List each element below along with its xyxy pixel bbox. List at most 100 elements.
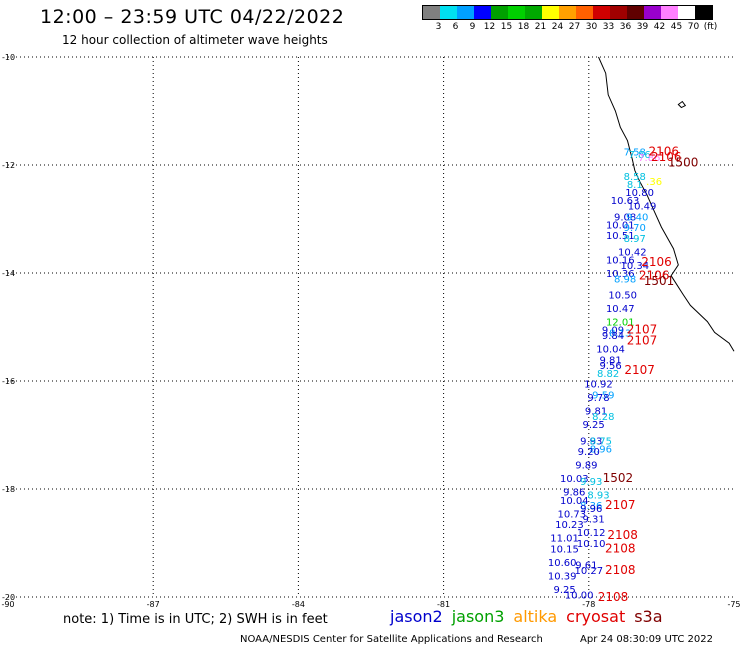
y-tick-label: -12 xyxy=(2,161,15,170)
wave-height-label: 9.78 xyxy=(587,393,609,404)
wave-height-label: 10.63 xyxy=(611,196,640,207)
legend-label: 30 xyxy=(585,22,598,32)
legend-label: 9 xyxy=(469,22,476,32)
legend-label: 6 xyxy=(452,22,459,32)
wave-height-label: 8.96 xyxy=(590,445,612,456)
coastline xyxy=(598,56,735,352)
wave-height-label: 9.08 xyxy=(614,212,636,223)
track-time-label: 2108 xyxy=(607,528,638,542)
wave-height-label: 7.58 xyxy=(624,148,646,159)
track-time-label: 2108 xyxy=(598,590,629,604)
wave-height-label: 10.01 xyxy=(606,220,635,231)
wave-height-label: 10.12 xyxy=(577,528,606,539)
x-tick-label: -84 xyxy=(292,600,305,609)
wave-height-label: 10.47 xyxy=(606,304,635,315)
color-legend: 3 6 9 12 15 18 21 24 27 30 33 36 39 42 45 70 (ft) xyxy=(422,5,717,34)
legend-label: 12 xyxy=(483,22,496,32)
wave-height-label: 7.86 xyxy=(638,153,660,164)
legend-label: 39 xyxy=(636,22,649,32)
track-time-label: 2107 xyxy=(605,498,636,512)
wave-height-label: 9.84 xyxy=(602,331,624,342)
wave-height-label: 9.09 xyxy=(602,326,624,337)
y-tick-label: -18 xyxy=(2,485,15,494)
satellite-jason3: jason3 xyxy=(451,607,505,626)
track-time-label: 1500 xyxy=(668,155,699,169)
track-time-label: 1502 xyxy=(603,471,634,485)
legend-swatch xyxy=(678,6,695,19)
x-tick-label: -78 xyxy=(582,600,595,609)
wave-height-label: 10.10 xyxy=(577,539,606,550)
y-tick-label: -20 xyxy=(2,593,15,602)
legend-label: 33 xyxy=(602,22,615,32)
wave-height-label: .36 xyxy=(646,177,662,188)
wave-height-label: 9.56 xyxy=(599,361,621,372)
wave-height-label: 8.13 xyxy=(609,328,631,339)
wave-height-label: 8.1 xyxy=(627,180,643,191)
wave-height-label: 10.49 xyxy=(628,202,657,213)
legend-swatch xyxy=(610,6,627,19)
wave-height-label: 9.70 xyxy=(624,223,646,234)
legend-swatch xyxy=(508,6,525,19)
legend-swatch xyxy=(440,6,457,19)
legend-swatch xyxy=(661,6,678,19)
wave-height-label: 9.59 xyxy=(592,391,614,402)
wave-height-label: 10.03 xyxy=(560,474,589,485)
wave-height-label: 9.81 xyxy=(585,407,607,418)
wave-height-label: 8.36 xyxy=(580,501,602,512)
wave-height-label: 8.82 xyxy=(597,369,619,380)
legend-label: 36 xyxy=(619,22,632,32)
wave-height-label: 10.36 xyxy=(606,269,635,280)
legend-swatch xyxy=(542,6,559,19)
wave-height-label: 12.01 xyxy=(606,318,635,329)
wave-height-label: 9.20 xyxy=(578,447,600,458)
wave-height-label: 7.86 xyxy=(628,150,650,161)
x-tick-label: -81 xyxy=(437,600,450,609)
track-time-label: 2106 xyxy=(639,269,670,283)
wave-height-label: 8.58 xyxy=(624,172,646,183)
generated-timestamp: Apr 24 08:30:09 UTC 2022 xyxy=(580,634,713,645)
wave-height-label: 11.01 xyxy=(550,534,579,545)
satellite-altika: altika xyxy=(513,607,558,626)
legend-label: 21 xyxy=(534,22,547,32)
wave-height-label: 9.25 xyxy=(583,420,605,431)
chart-subtitle: 12 hour collection of altimeter wave hei… xyxy=(62,33,328,47)
wave-height-label: 8.28 xyxy=(592,412,614,423)
wave-height-label: 10.50 xyxy=(608,291,637,302)
wave-height-label: 10.15 xyxy=(550,544,579,555)
wave-height-label: 9.61 xyxy=(575,561,597,572)
y-tick-label: -16 xyxy=(2,377,15,386)
satellite-legend: jason2 jason3 altika cryosat s3a xyxy=(390,607,672,626)
wave-height-label: 8.75 xyxy=(590,436,612,447)
wave-height-label: 10.73 xyxy=(558,509,587,520)
wave-height-label: 8.93 xyxy=(587,490,609,501)
wave-height-label: 10.00 xyxy=(565,590,594,601)
wave-height-label: 9.93 xyxy=(580,477,602,488)
y-tick-label: -14 xyxy=(2,269,15,278)
wave-height-label: 8.98 xyxy=(614,274,636,285)
wave-height-label: 10.27 xyxy=(574,566,603,577)
wave-height-label: 9.40 xyxy=(626,212,648,223)
legend-swatch xyxy=(559,6,576,19)
legend-swatches xyxy=(422,5,713,20)
legend-swatch xyxy=(491,6,508,19)
track-time-label: 1501 xyxy=(644,274,675,288)
legend-swatch xyxy=(593,6,610,19)
wave-height-label: 10.34 xyxy=(620,261,649,272)
wave-height-label: 10.04 xyxy=(596,345,625,356)
wave-height-label: 9.93 xyxy=(580,436,602,447)
legend-label: 18 xyxy=(517,22,530,32)
x-tick-label: -87 xyxy=(147,600,160,609)
satellite-s3a: s3a xyxy=(634,607,663,626)
legend-label: 3 xyxy=(435,22,442,32)
legend-label: 70 xyxy=(687,22,700,32)
legend-swatch xyxy=(423,6,440,19)
legend-label: 45 xyxy=(670,22,683,32)
wave-height-label: 10.16 xyxy=(606,256,635,267)
satellite-cryosat: cryosat xyxy=(566,607,626,626)
legend-label: (ft) xyxy=(703,22,718,32)
track-time-label: 2107 xyxy=(627,323,658,337)
track-time-label: 2106 xyxy=(651,150,682,164)
legend-label: 24 xyxy=(551,22,564,32)
wave-height-label: 10.51 xyxy=(606,231,635,242)
